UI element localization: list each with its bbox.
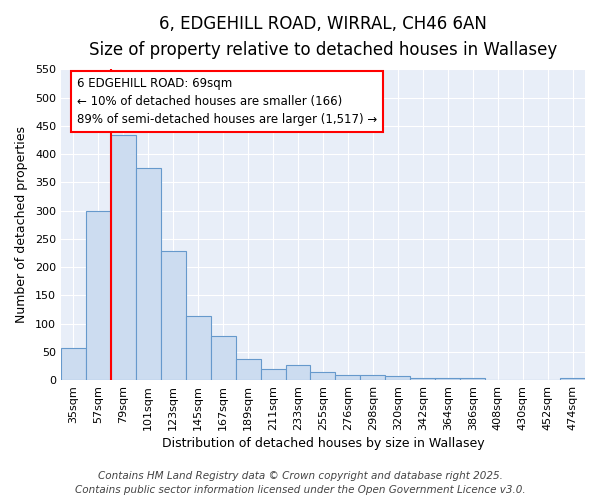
Text: 6 EDGEHILL ROAD: 69sqm
← 10% of detached houses are smaller (166)
89% of semi-de: 6 EDGEHILL ROAD: 69sqm ← 10% of detached… bbox=[77, 77, 377, 126]
Bar bbox=[86, 210, 111, 380]
Bar bbox=[236, 358, 260, 380]
Bar bbox=[136, 168, 161, 380]
Bar bbox=[560, 378, 585, 380]
Bar bbox=[460, 378, 485, 380]
Bar bbox=[211, 336, 236, 380]
Y-axis label: Number of detached properties: Number of detached properties bbox=[15, 126, 28, 323]
Title: 6, EDGEHILL ROAD, WIRRAL, CH46 6AN
Size of property relative to detached houses : 6, EDGEHILL ROAD, WIRRAL, CH46 6AN Size … bbox=[89, 15, 557, 60]
Bar bbox=[161, 251, 186, 380]
Bar bbox=[286, 366, 310, 380]
Bar bbox=[61, 348, 86, 380]
Bar bbox=[385, 376, 410, 380]
Bar bbox=[111, 136, 136, 380]
Bar bbox=[186, 316, 211, 380]
Bar bbox=[361, 375, 385, 380]
Bar bbox=[410, 378, 435, 380]
Bar bbox=[435, 378, 460, 380]
Text: Contains HM Land Registry data © Crown copyright and database right 2025.
Contai: Contains HM Land Registry data © Crown c… bbox=[74, 471, 526, 495]
Bar bbox=[310, 372, 335, 380]
Bar bbox=[260, 369, 286, 380]
X-axis label: Distribution of detached houses by size in Wallasey: Distribution of detached houses by size … bbox=[161, 437, 484, 450]
Bar bbox=[335, 375, 361, 380]
